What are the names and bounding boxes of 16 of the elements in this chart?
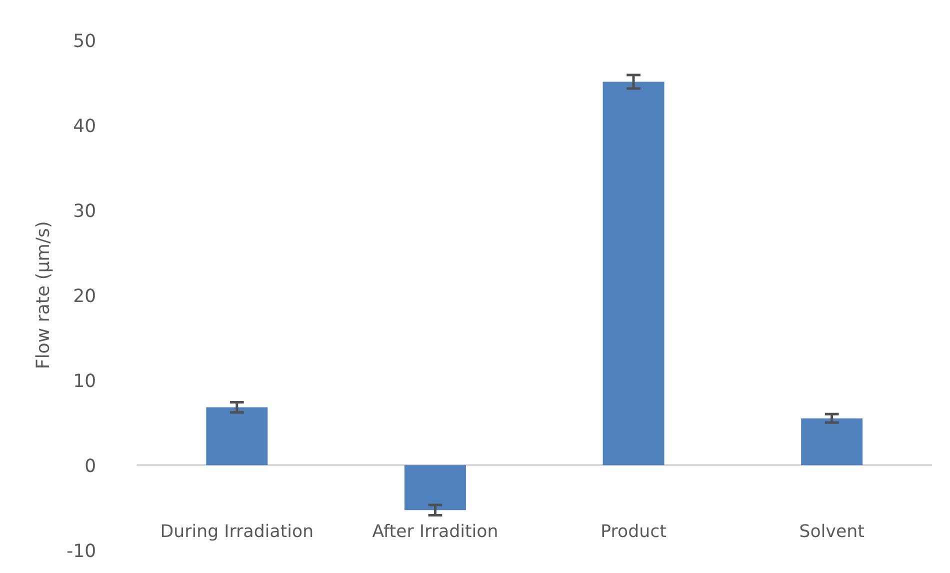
y-tick-label: 30 [74, 204, 95, 218]
x-tick-label: Product [602, 524, 666, 538]
y-tick-label: 10 [75, 374, 95, 388]
y-tick-label: 40 [74, 118, 95, 132]
y-tick-label: 0 [86, 458, 95, 472]
y-axis-title: Flow rate (μm/s) [35, 222, 53, 368]
x-tick-label: Solvent [800, 524, 864, 538]
bar [602, 82, 664, 466]
bar [801, 418, 863, 466]
y-tick-label: 50 [74, 34, 95, 48]
x-tick-label: After Irradition [372, 524, 497, 538]
bar [404, 465, 466, 510]
bar [206, 407, 268, 466]
y-tick-label: -10 [67, 544, 95, 558]
y-tick-label: 20 [74, 288, 95, 302]
x-tick-label: During Irradiation [162, 524, 312, 541]
